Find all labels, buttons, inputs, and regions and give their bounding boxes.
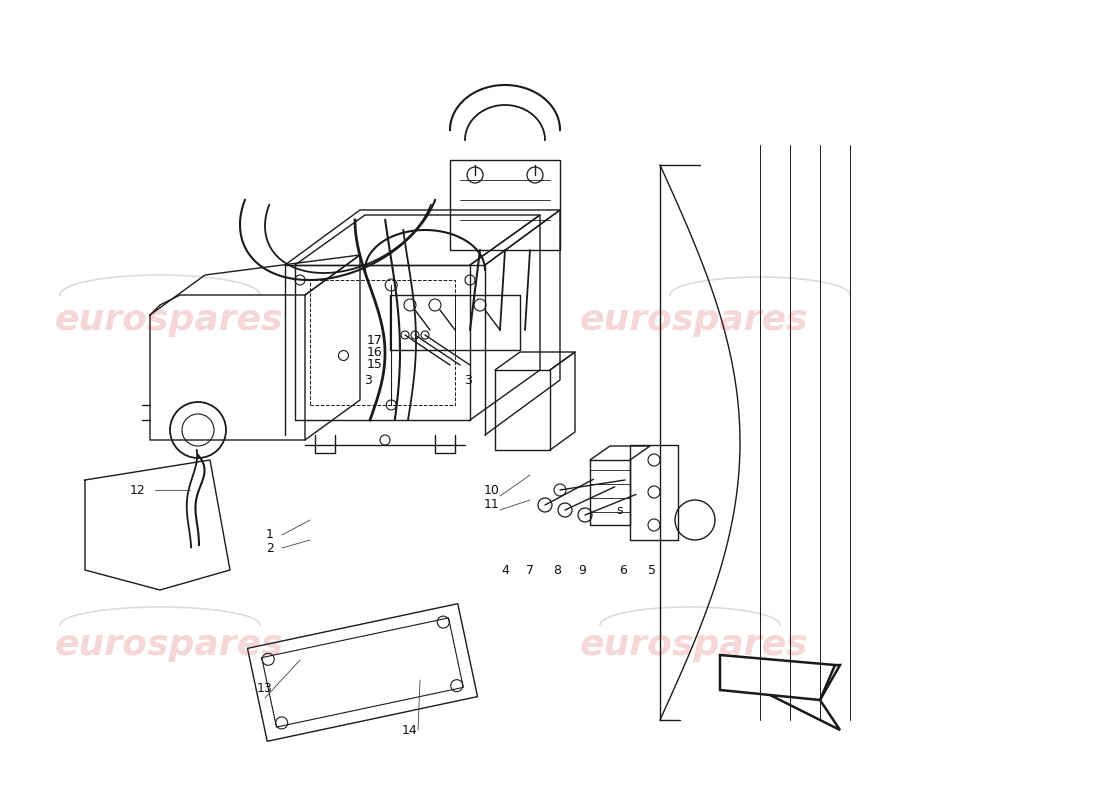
- Text: 7: 7: [526, 563, 534, 577]
- Polygon shape: [720, 655, 835, 700]
- Text: 3: 3: [364, 374, 372, 386]
- Text: 5: 5: [648, 563, 656, 577]
- Text: 13: 13: [257, 682, 273, 694]
- Text: 8: 8: [553, 563, 561, 577]
- Text: eurospares: eurospares: [580, 628, 808, 662]
- Text: 6: 6: [619, 563, 627, 577]
- Text: 2: 2: [266, 542, 274, 554]
- Text: s: s: [617, 503, 624, 517]
- Text: 1: 1: [266, 529, 274, 542]
- Text: 17: 17: [367, 334, 383, 346]
- Text: eurospares: eurospares: [580, 303, 808, 337]
- Text: 16: 16: [367, 346, 383, 358]
- Text: eurospares: eurospares: [55, 303, 284, 337]
- Text: 9: 9: [579, 563, 586, 577]
- Text: 4: 4: [502, 563, 509, 577]
- Text: 10: 10: [484, 483, 499, 497]
- Polygon shape: [720, 665, 840, 730]
- Text: 3: 3: [464, 374, 472, 386]
- Text: 14: 14: [403, 723, 418, 737]
- Text: 12: 12: [130, 483, 146, 497]
- Text: 15: 15: [367, 358, 383, 370]
- Text: 11: 11: [484, 498, 499, 510]
- Text: eurospares: eurospares: [55, 628, 284, 662]
